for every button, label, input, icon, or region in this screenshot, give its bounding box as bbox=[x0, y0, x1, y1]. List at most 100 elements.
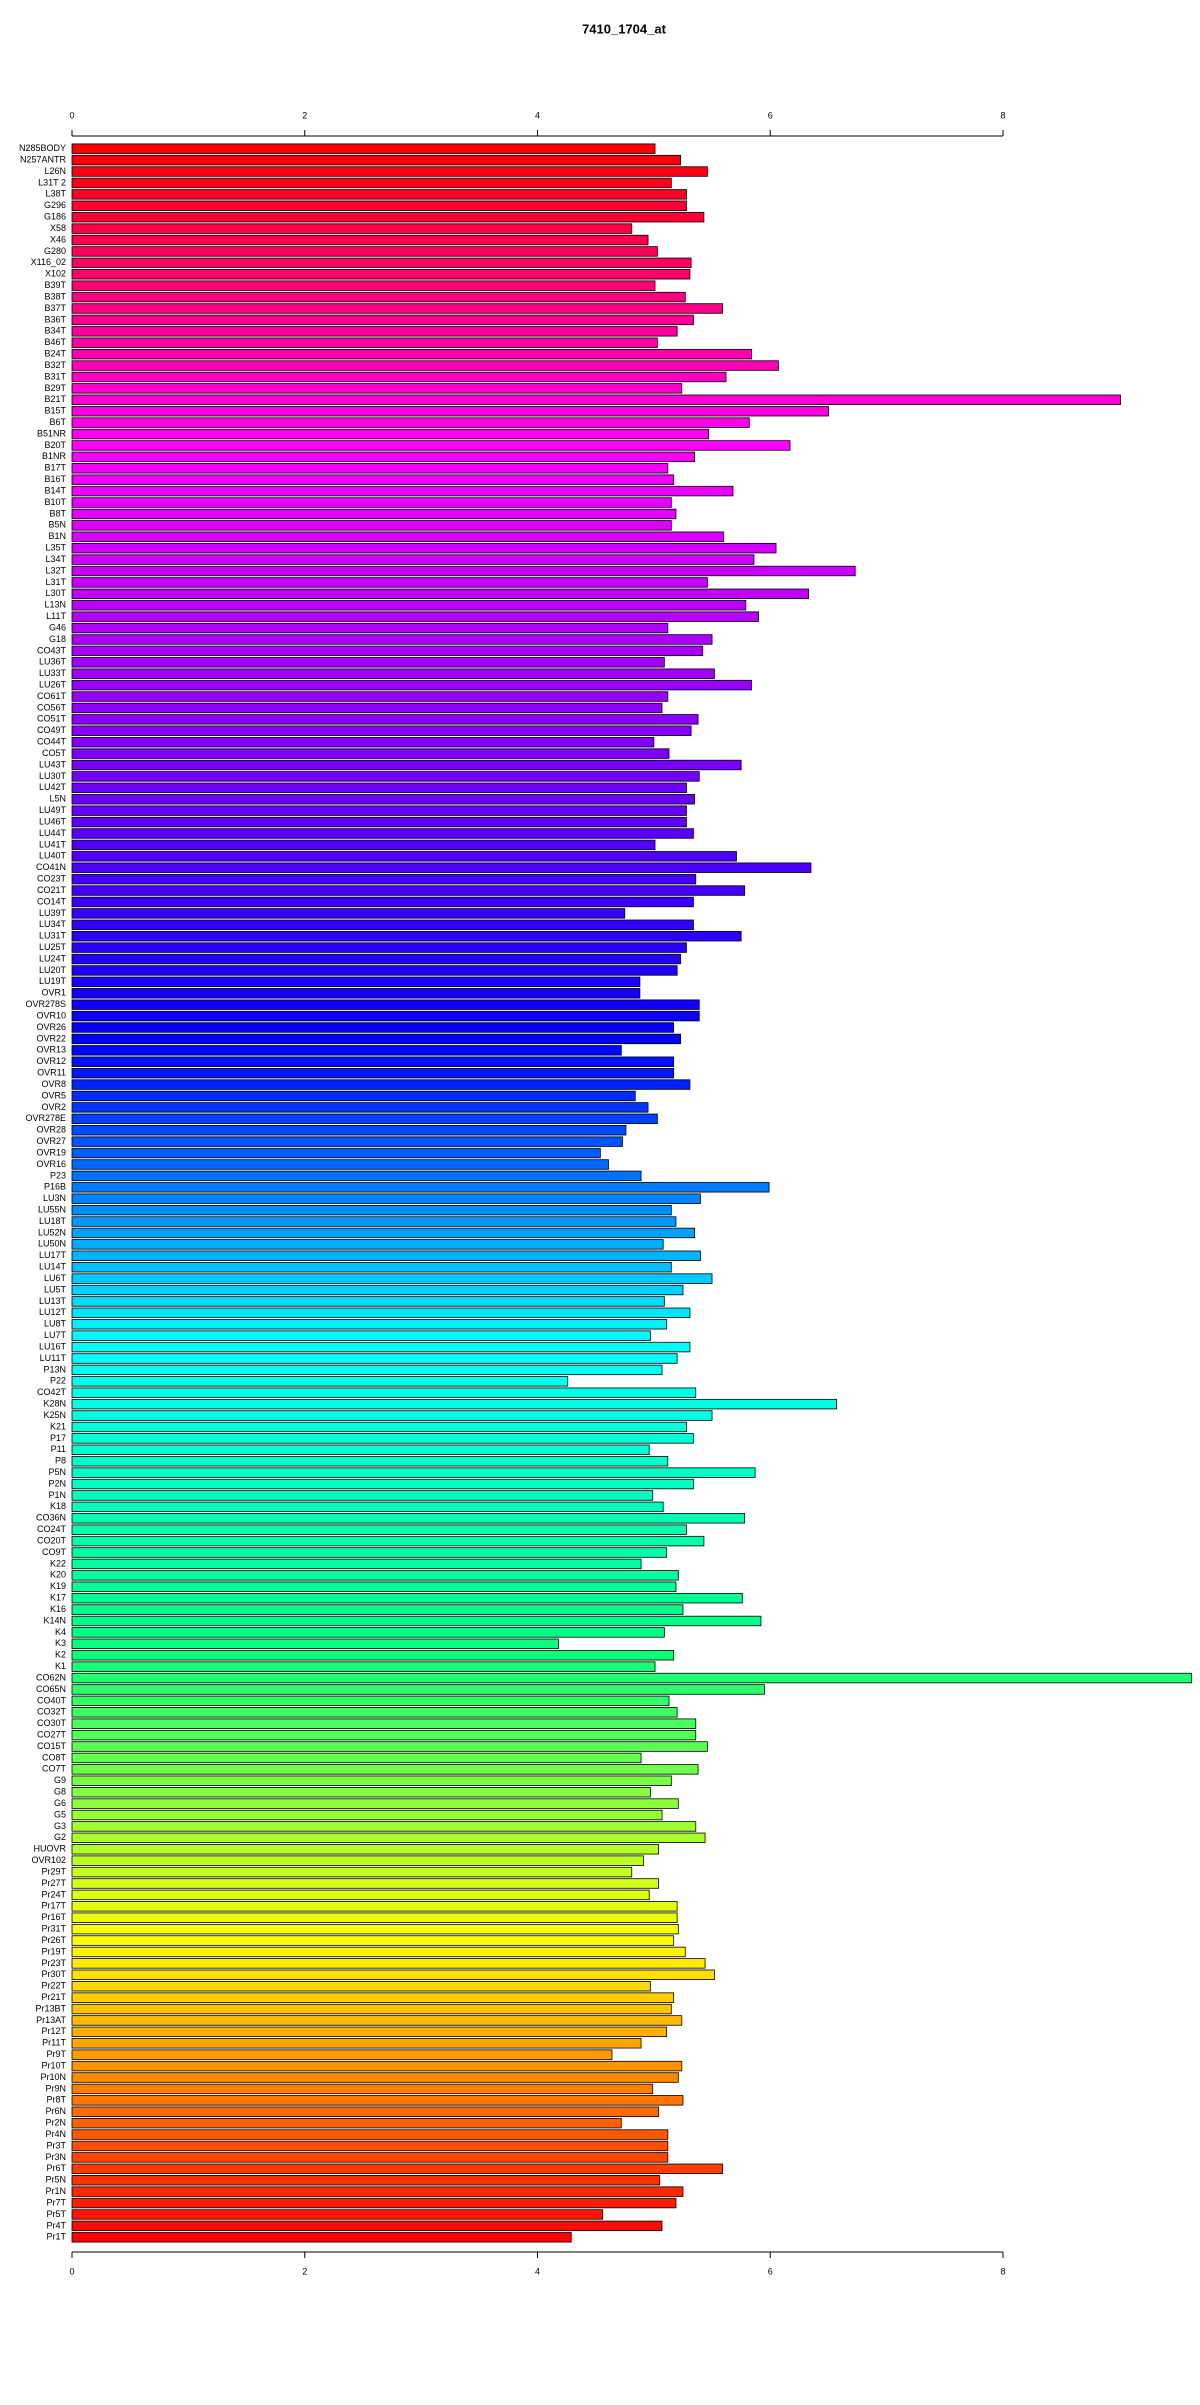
y-tick-label: L31T bbox=[45, 577, 66, 587]
bar bbox=[71, 588, 810, 600]
bar bbox=[71, 1889, 650, 1901]
y-tick-label: LU30T bbox=[39, 771, 67, 781]
y-tick-label: CO7T bbox=[42, 1764, 67, 1774]
bar bbox=[71, 2232, 572, 2243]
y-tick-label: OVR2 bbox=[41, 1102, 66, 1112]
bar bbox=[71, 1718, 697, 1729]
y-tick-label: P2N bbox=[48, 1478, 66, 1488]
y-tick-label: Pr6T bbox=[46, 2163, 66, 2173]
y-tick-label: G296 bbox=[44, 200, 66, 210]
y-tick-label: LU20T bbox=[39, 965, 67, 975]
x-tick-label: 6 bbox=[768, 110, 773, 120]
y-tick-label: Pr11T bbox=[42, 2038, 66, 2048]
y-tick-label: P13N bbox=[43, 1364, 66, 1374]
y-tick-label: B20T bbox=[44, 440, 66, 450]
bar bbox=[71, 1376, 569, 1387]
y-tick-label: B38T bbox=[44, 291, 66, 301]
y-tick-label: Pr21T bbox=[41, 1992, 66, 2002]
bar bbox=[71, 1147, 601, 1159]
bar bbox=[71, 371, 727, 383]
y-tick-label: K21 bbox=[50, 1421, 66, 1431]
y-tick-label: LU5T bbox=[44, 1284, 67, 1294]
bar bbox=[71, 2106, 659, 2117]
y-tick-label: B51NR bbox=[37, 428, 67, 438]
y-tick-label: Pr13BT bbox=[35, 2003, 66, 2013]
y-tick-label: G8 bbox=[54, 1787, 66, 1797]
bar bbox=[71, 1946, 686, 1958]
bar bbox=[71, 1535, 705, 1547]
bar bbox=[71, 805, 687, 816]
y-tick-label: Pr1T bbox=[46, 2232, 66, 2242]
bar bbox=[71, 154, 682, 166]
bar bbox=[71, 2175, 661, 2186]
y-tick-label: LU34T bbox=[39, 919, 67, 929]
bar bbox=[71, 1319, 668, 1330]
y-tick-label: LU46T bbox=[39, 816, 67, 826]
bar bbox=[71, 1558, 642, 1570]
bar bbox=[71, 1513, 746, 1524]
y-tick-label: OVR1 bbox=[41, 988, 66, 998]
bar bbox=[71, 1307, 691, 1319]
y-tick-label: CO20T bbox=[37, 1535, 67, 1545]
y-tick-label: Pr5T bbox=[46, 2209, 66, 2219]
bar bbox=[71, 896, 694, 908]
y-tick-label: Pr10T bbox=[41, 2060, 66, 2070]
y-tick-label: LU6T bbox=[44, 1273, 67, 1283]
y-tick-label: P22 bbox=[50, 1376, 66, 1386]
y-tick-label: L26N bbox=[44, 166, 66, 176]
bar bbox=[71, 1170, 642, 1182]
y-tick-label: OVR5 bbox=[41, 1090, 66, 1100]
bar bbox=[71, 1786, 651, 1798]
y-tick-label: B15T bbox=[44, 406, 66, 416]
y-tick-label: CO21T bbox=[37, 885, 67, 895]
y-tick-label: LU40T bbox=[39, 851, 67, 861]
bar bbox=[71, 223, 633, 234]
bar bbox=[71, 771, 700, 782]
bar bbox=[71, 1844, 659, 1855]
bar bbox=[71, 2209, 604, 2220]
bar bbox=[71, 1672, 1192, 1684]
bar bbox=[71, 1832, 706, 1844]
bar bbox=[71, 2026, 668, 2038]
y-tick-label: LU11T bbox=[40, 1353, 67, 1363]
y-tick-label: Pr2N bbox=[45, 2118, 66, 2128]
bar bbox=[71, 657, 665, 668]
y-tick-label: LU36T bbox=[39, 657, 67, 667]
bar bbox=[71, 211, 705, 223]
bar bbox=[71, 1981, 651, 1992]
y-tick-label: B31T bbox=[44, 371, 66, 381]
y-tick-label: OVR16 bbox=[36, 1159, 66, 1169]
bar bbox=[71, 1239, 664, 1250]
bar bbox=[71, 1729, 697, 1741]
bar bbox=[71, 1592, 743, 1604]
bar bbox=[71, 1798, 679, 1809]
bar bbox=[71, 622, 669, 634]
bar bbox=[71, 1878, 659, 1889]
y-tick-label: Pr27T bbox=[41, 1878, 66, 1888]
y-tick-label: Pr16T bbox=[41, 1912, 66, 1922]
y-tick-label: B36T bbox=[44, 314, 66, 324]
bar bbox=[71, 1113, 658, 1125]
y-tick-label: CO62N bbox=[36, 1672, 66, 1682]
y-tick-label: OVR10 bbox=[36, 1010, 66, 1020]
bar bbox=[71, 679, 753, 691]
bar bbox=[71, 668, 715, 679]
bar bbox=[71, 1638, 559, 1650]
bar bbox=[71, 953, 682, 965]
bar bbox=[71, 1923, 679, 1935]
y-tick-label: G2 bbox=[54, 1832, 66, 1842]
bar bbox=[71, 1764, 699, 1775]
bar bbox=[71, 1022, 675, 1033]
y-tick-label: OVR22 bbox=[36, 1033, 66, 1043]
y-tick-label: Pr4N bbox=[45, 2129, 66, 2139]
bar bbox=[71, 2163, 723, 2175]
y-tick-label: G18 bbox=[49, 634, 66, 644]
y-tick-label: LU18T bbox=[39, 1216, 67, 1226]
y-tick-label: LU26T bbox=[39, 679, 67, 689]
y-tick-label: B17T bbox=[44, 463, 66, 473]
y-tick-label: B1NR bbox=[42, 451, 67, 461]
x-tick-label: 8 bbox=[1000, 2266, 1005, 2276]
bar bbox=[71, 931, 742, 942]
bar bbox=[71, 1958, 706, 1969]
y-tick-label: G6 bbox=[54, 1798, 66, 1808]
